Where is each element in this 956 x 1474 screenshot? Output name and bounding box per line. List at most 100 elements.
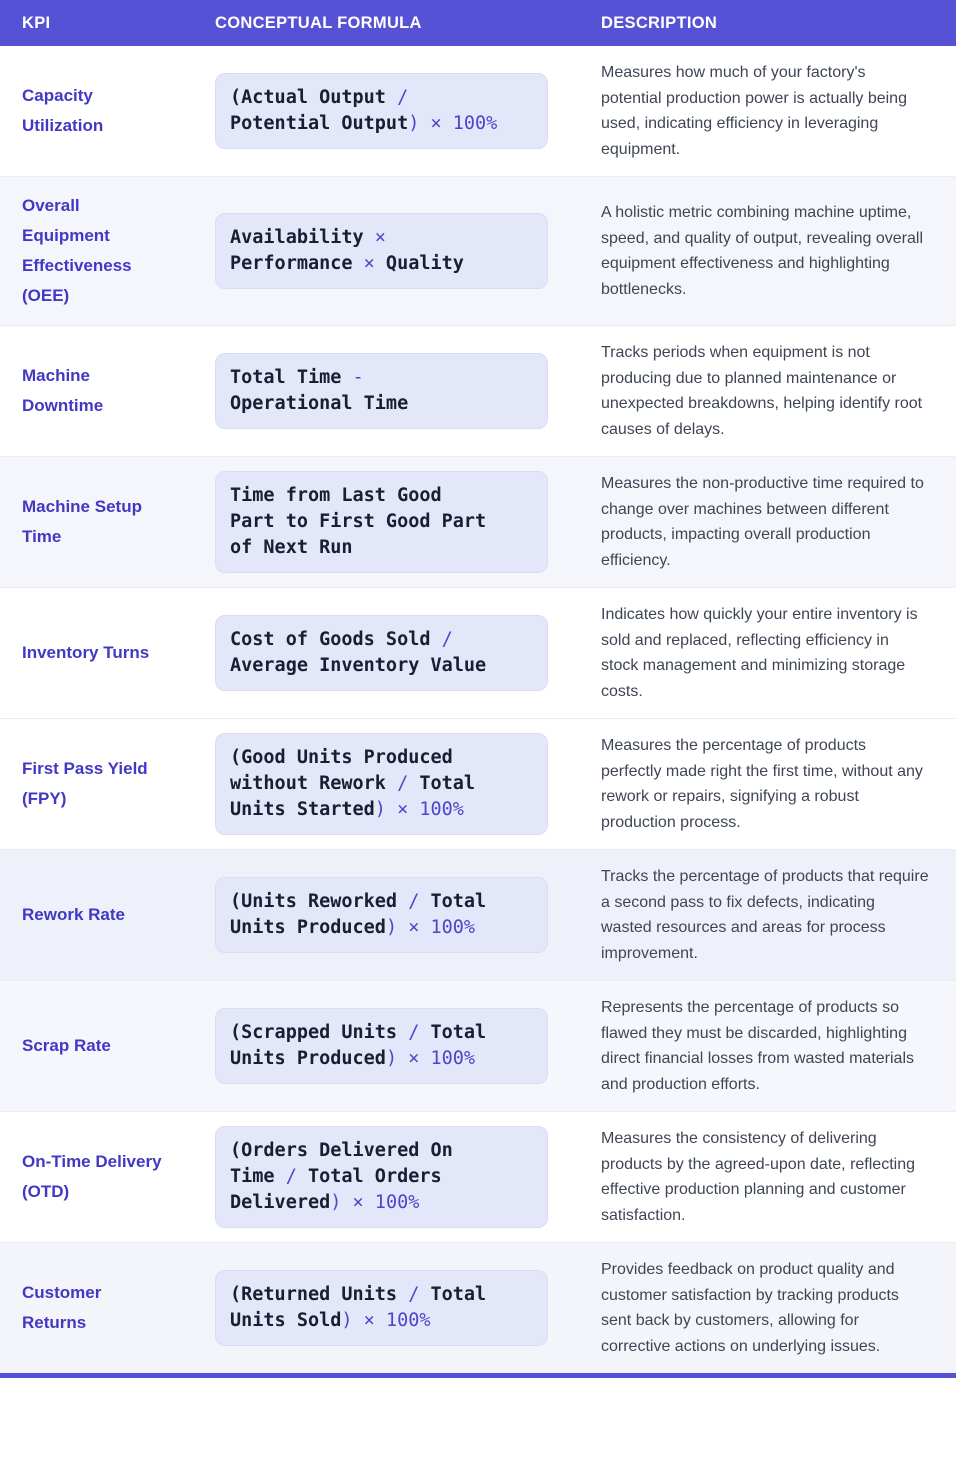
kpi-name: On-Time Delivery (OTD)	[22, 1152, 162, 1201]
table-row: Capacity Utilization (Actual Output / Pot…	[0, 46, 956, 176]
kpi-description: Represents the percentage of products so…	[601, 999, 915, 1093]
formula-line: Total Time -	[230, 365, 533, 391]
kpi-name: Machine Setup Time	[22, 497, 142, 546]
kpi-description: Measures the consistency of delivering p…	[601, 1130, 915, 1224]
formula-operator: ) × 100%	[408, 113, 498, 134]
formula-operator: /	[408, 891, 420, 912]
formula-line: Units Produced) × 100%	[230, 915, 533, 941]
formula-box: (Good Units Produced without Rework / Tot…	[215, 733, 548, 835]
formula-line: Part to First Good Part	[230, 509, 533, 535]
formula-box: Cost of Goods Sold / Average Inventory Va…	[215, 615, 548, 691]
formula-line: of Next Run	[230, 535, 533, 561]
table-row: Rework Rate (Units Reworked / Total Units…	[0, 849, 956, 980]
kpi-name: Scrap Rate	[22, 1036, 111, 1055]
kpi-name: Rework Rate	[22, 905, 125, 924]
kpi-name: Inventory Turns	[22, 643, 150, 662]
table-row: Scrap Rate (Scrapped Units / Total Units …	[0, 980, 956, 1111]
formula-term: Units Started	[230, 799, 375, 820]
formula-line: Delivered) × 100%	[230, 1190, 533, 1216]
formula-term: Total	[419, 891, 487, 912]
formula-line: Potential Output) × 100%	[230, 111, 533, 137]
formula-term: Delivered	[230, 1192, 331, 1213]
formula-operator: ) × 100%	[385, 917, 476, 938]
table-row: Customer Returns (Returned Units / Total…	[0, 1242, 956, 1373]
formula-box: (Actual Output / Potential Output) × 100%	[215, 73, 548, 149]
formula-line: Units Sold) × 100%	[230, 1308, 533, 1334]
formula-term: without Rework	[230, 773, 398, 794]
formula-box: Total Time - Operational Time	[215, 353, 548, 429]
formula-operator: /	[408, 1284, 420, 1305]
kpi-description: Tracks periods when equipment is not pro…	[601, 344, 923, 438]
formula-term: Availability	[230, 227, 375, 248]
formula-line: (Orders Delivered On	[230, 1138, 533, 1164]
formula-line: Time from Last Good	[230, 483, 533, 509]
formula-line: (Scrapped Units / Total	[230, 1020, 533, 1046]
formula-term: Units Sold	[230, 1310, 342, 1331]
formula-term: Total Orders	[296, 1166, 442, 1187]
formula-term: Performance	[230, 253, 364, 274]
formula-term: Cost of Goods Sold	[230, 629, 442, 650]
formula-term: Total Time	[230, 367, 353, 388]
kpi-description: Indicates how quickly your entire invent…	[601, 606, 918, 700]
formula-term: Average Inventory Value	[230, 655, 487, 676]
formula-operator: ×	[374, 227, 386, 248]
kpi-description: Tracks the percentage of products that r…	[601, 868, 929, 962]
table-footer-bar	[0, 1373, 956, 1378]
formula-operator: /	[397, 773, 409, 794]
table-body: Capacity Utilization (Actual Output / Pot…	[0, 46, 956, 1373]
kpi-description: Provides feedback on product quality and…	[601, 1261, 899, 1355]
formula-line: Time / Total Orders	[230, 1164, 533, 1190]
formula-term: (Returned Units	[230, 1284, 409, 1305]
table-row: Machine Downtime Total Time - Operational…	[0, 325, 956, 456]
column-header-conceptual-formula: CONCEPTUAL FORMULA	[215, 13, 422, 32]
kpi-table: KPI CONCEPTUAL FORMULA DESCRIPTION Capac…	[0, 0, 956, 1378]
formula-line: Units Started) × 100%	[230, 797, 533, 823]
formula-term: (Scrapped Units	[230, 1022, 409, 1043]
formula-line: (Good Units Produced	[230, 745, 533, 771]
formula-operator: ) × 100%	[385, 1048, 476, 1069]
formula-operator: ) × 100%	[374, 799, 464, 820]
kpi-name: Overall Equipment Effectiveness (OEE)	[22, 196, 132, 305]
kpi-name: Capacity Utilization	[22, 86, 104, 135]
formula-operator: /	[285, 1166, 297, 1187]
formula-term: Total	[419, 1022, 487, 1043]
formula-line: (Units Reworked / Total	[230, 889, 533, 915]
formula-line: (Actual Output /	[230, 85, 533, 111]
formula-line: Availability ×	[230, 225, 533, 251]
formula-term: Units Produced	[230, 917, 386, 938]
formula-term: Part to First Good Part	[230, 511, 487, 532]
formula-term: Time	[230, 1166, 286, 1187]
formula-operator: /	[408, 1022, 420, 1043]
kpi-description: Measures the percentage of products perf…	[601, 737, 923, 831]
formula-operator: ×	[363, 253, 375, 274]
column-header-description: DESCRIPTION	[601, 13, 718, 32]
table-row: Machine Setup Time Time from Last Good Pa…	[0, 456, 956, 587]
kpi-description: A holistic metric combining machine upti…	[601, 204, 923, 298]
formula-term: Operational Time	[230, 393, 409, 414]
formula-line: without Rework / Total	[230, 771, 533, 797]
kpi-name: Machine Downtime	[22, 366, 104, 415]
kpi-description: Measures how much of your factory's pote…	[601, 64, 907, 158]
formula-box: (Returned Units / Total Units Sold) × 100…	[215, 1270, 548, 1346]
formula-term: (Units Reworked	[230, 891, 409, 912]
formula-line: Units Produced) × 100%	[230, 1046, 533, 1072]
kpi-description: Measures the non-productive time require…	[601, 475, 924, 569]
formula-term: Time from Last Good	[230, 485, 442, 506]
formula-operator: ) × 100%	[330, 1192, 420, 1213]
formula-term: of Next Run	[230, 537, 353, 558]
formula-term: (Good Units Produced	[230, 747, 453, 768]
formula-operator: ) × 100%	[341, 1310, 431, 1331]
formula-box: (Units Reworked / Total Units Produced) ×…	[215, 877, 548, 953]
table-row: First Pass Yield (FPY) (Good Units Produ…	[0, 718, 956, 849]
table-row: Inventory Turns Cost of Goods Sold / Aver…	[0, 587, 956, 718]
formula-line: Cost of Goods Sold /	[230, 627, 533, 653]
formula-term: Units Produced	[230, 1048, 386, 1069]
formula-term: Quality	[374, 253, 464, 274]
formula-box: (Scrapped Units / Total Units Produced) ×…	[215, 1008, 548, 1084]
table-row: Overall Equipment Effectiveness (OEE) Av…	[0, 176, 956, 325]
formula-line: Performance × Quality	[230, 251, 533, 277]
formula-term: Total	[408, 773, 476, 794]
formula-operator: /	[441, 629, 453, 650]
table-row: On-Time Delivery (OTD) (Orders Delivered…	[0, 1111, 956, 1242]
formula-box: Availability × Performance × Quality	[215, 213, 548, 289]
